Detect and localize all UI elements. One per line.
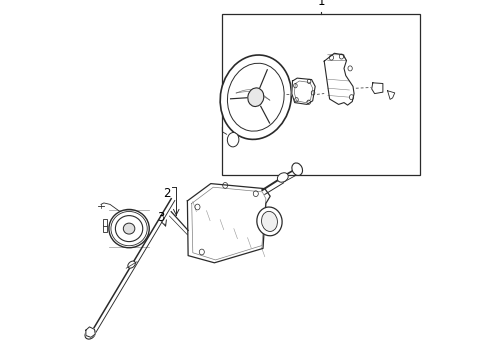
Text: 1: 1 <box>318 0 325 8</box>
Ellipse shape <box>128 261 135 268</box>
Ellipse shape <box>220 55 292 139</box>
Ellipse shape <box>262 211 277 231</box>
Bar <box>221 14 420 175</box>
Polygon shape <box>324 53 354 105</box>
Polygon shape <box>388 91 395 99</box>
Polygon shape <box>292 78 315 104</box>
Ellipse shape <box>123 223 135 234</box>
Ellipse shape <box>277 173 288 182</box>
Ellipse shape <box>227 63 284 131</box>
Bar <box>103 219 107 226</box>
Bar <box>103 225 107 232</box>
Polygon shape <box>372 83 383 94</box>
Text: 3: 3 <box>157 211 164 224</box>
Ellipse shape <box>116 216 143 242</box>
Ellipse shape <box>227 132 239 147</box>
Ellipse shape <box>109 210 149 248</box>
Ellipse shape <box>85 329 96 339</box>
Ellipse shape <box>292 163 302 175</box>
Ellipse shape <box>257 207 282 236</box>
Polygon shape <box>86 327 95 337</box>
Polygon shape <box>187 184 270 263</box>
Text: 2: 2 <box>163 187 170 200</box>
Ellipse shape <box>248 88 264 107</box>
